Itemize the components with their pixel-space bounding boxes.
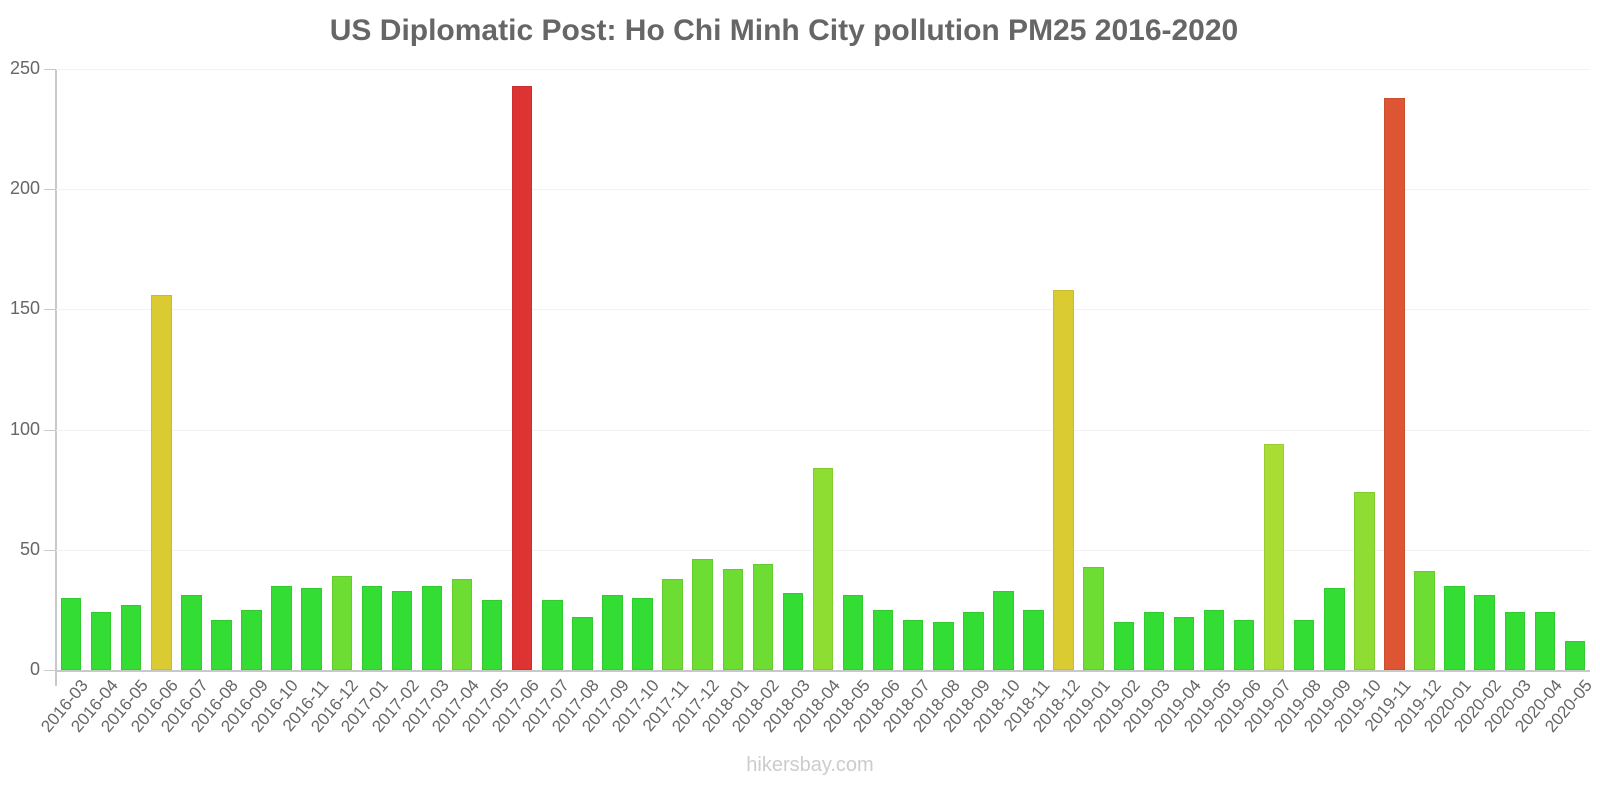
y-tick-label: 200 bbox=[9, 178, 40, 199]
bar-2020-02[interactable] bbox=[1474, 595, 1495, 670]
bar-2019-06[interactable] bbox=[1233, 619, 1255, 670]
y-tick-mark bbox=[44, 670, 55, 671]
bar-2019-03[interactable] bbox=[1143, 612, 1165, 670]
bar-2016-09[interactable] bbox=[241, 609, 262, 670]
bar-2019-07[interactable] bbox=[1263, 444, 1285, 670]
bar-2018-09[interactable] bbox=[963, 612, 984, 670]
x-axis-line bbox=[55, 670, 1590, 672]
bar-2017-08[interactable] bbox=[572, 617, 593, 670]
bar-2018-04[interactable] bbox=[812, 468, 834, 670]
bar-2019-02[interactable] bbox=[1113, 621, 1134, 670]
bar-2018-11[interactable] bbox=[1023, 609, 1044, 670]
bar-2017-09[interactable] bbox=[602, 595, 623, 670]
bar-2016-06[interactable] bbox=[151, 294, 172, 670]
y-axis-line bbox=[55, 69, 57, 686]
bar-2016-11[interactable] bbox=[301, 588, 322, 670]
bar-2019-11[interactable] bbox=[1384, 97, 1405, 670]
bar-2018-02[interactable] bbox=[752, 564, 774, 670]
bar-2016-12[interactable] bbox=[331, 576, 352, 670]
bar-2018-07[interactable] bbox=[903, 619, 924, 670]
y-tick-label: 150 bbox=[9, 298, 40, 319]
y-tick-mark bbox=[44, 189, 55, 191]
bar-2018-12[interactable] bbox=[1053, 290, 1074, 670]
bar-2019-08[interactable] bbox=[1294, 619, 1315, 670]
y-tick-label: 0 bbox=[29, 659, 40, 679]
bar-2017-01[interactable] bbox=[361, 585, 383, 670]
bar-2016-04[interactable] bbox=[90, 612, 112, 670]
bar-2019-12[interactable] bbox=[1414, 571, 1435, 670]
bar-2019-09[interactable] bbox=[1324, 588, 1345, 670]
bar-2020-03[interactable] bbox=[1504, 612, 1526, 670]
y-tick-label: 50 bbox=[19, 538, 40, 559]
bar-2016-03[interactable] bbox=[60, 597, 82, 670]
bar-2017-12[interactable] bbox=[692, 559, 713, 670]
bar-2020-01[interactable] bbox=[1444, 585, 1465, 670]
bar-2019-01[interactable] bbox=[1083, 566, 1104, 670]
bar-2019-05[interactable] bbox=[1203, 609, 1225, 670]
bar-2016-08[interactable] bbox=[211, 619, 232, 670]
gridline bbox=[56, 429, 1590, 431]
bar-2020-04[interactable] bbox=[1534, 612, 1556, 670]
bar-2017-10[interactable] bbox=[632, 597, 653, 670]
bar-2018-01[interactable] bbox=[722, 569, 743, 670]
y-tick-label: 100 bbox=[9, 418, 40, 439]
bar-2018-03[interactable] bbox=[782, 593, 804, 670]
gridline bbox=[56, 189, 1590, 191]
y-tick-mark bbox=[44, 309, 55, 311]
bar-2017-06[interactable] bbox=[511, 85, 533, 670]
bar-2016-10[interactable] bbox=[271, 585, 292, 670]
bar-2017-04[interactable] bbox=[451, 578, 473, 670]
y-tick-mark bbox=[44, 549, 55, 551]
bar-2017-05[interactable] bbox=[481, 600, 503, 670]
bar-2018-05[interactable] bbox=[842, 595, 864, 670]
bar-2017-02[interactable] bbox=[391, 590, 413, 670]
bar-2017-03[interactable] bbox=[421, 585, 443, 670]
gridline bbox=[56, 69, 1590, 70]
gridline bbox=[56, 309, 1590, 311]
y-tick-mark bbox=[44, 69, 55, 70]
y-tick-label: 250 bbox=[9, 58, 40, 78]
y-tick-mark bbox=[44, 429, 55, 431]
bar-2018-06[interactable] bbox=[872, 609, 894, 670]
bar-2020-05[interactable] bbox=[1564, 641, 1586, 670]
bar-2019-04[interactable] bbox=[1173, 617, 1195, 670]
chart-title: US Diplomatic Post: Ho Chi Minh City pol… bbox=[329, 14, 1239, 47]
bar-2016-05[interactable] bbox=[120, 605, 142, 670]
bar-2019-10[interactable] bbox=[1354, 492, 1375, 670]
bar-2018-08[interactable] bbox=[933, 621, 954, 670]
watermark: hikersbay.com bbox=[746, 754, 874, 776]
bar-2017-11[interactable] bbox=[662, 578, 683, 670]
bar-2018-10[interactable] bbox=[993, 590, 1014, 670]
bar-2016-07[interactable] bbox=[181, 595, 202, 670]
bar-2017-07[interactable] bbox=[542, 600, 563, 670]
